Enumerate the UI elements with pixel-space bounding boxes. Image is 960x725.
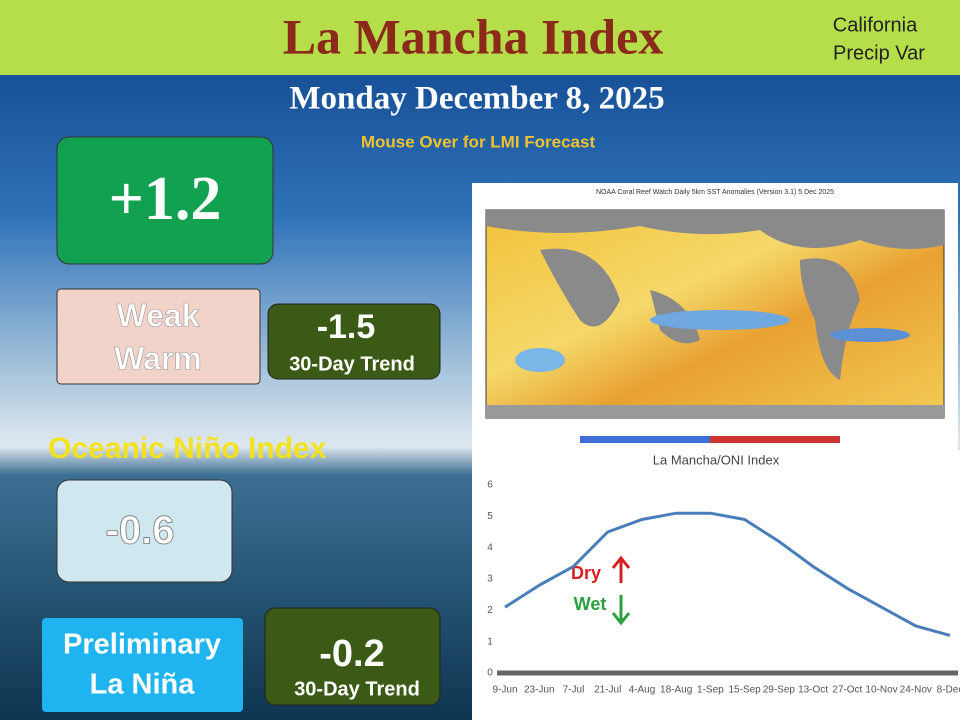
- map-colorbar: [580, 436, 710, 443]
- x-tick-label: 8-Dec: [937, 685, 960, 696]
- dry-arrow: [611, 555, 631, 583]
- y-tick-label: 5: [487, 511, 493, 522]
- x-tick-label: 29-Sep: [763, 685, 796, 696]
- map-title: NOAA Coral Reef Watch Daily 5km SST Anom…: [596, 189, 834, 196]
- corner-label: Precip Var: [833, 42, 925, 64]
- status-box: [42, 618, 243, 712]
- status: La Niña: [90, 669, 196, 701]
- trend-value: -1.5: [317, 308, 376, 346]
- y-tick-label: 2: [487, 605, 493, 616]
- map-anomaly: [650, 310, 790, 330]
- corner-label: California: [833, 14, 918, 36]
- chart-title: La Mancha/ONI Index: [653, 452, 780, 467]
- x-tick-label: 4-Aug: [629, 685, 656, 696]
- x-tick-label: 10-Nov: [865, 685, 897, 696]
- lmi-value: +1.2: [109, 165, 222, 233]
- oni-box: [56, 479, 233, 583]
- category-box: [56, 288, 261, 385]
- trend-label: 30-Day Trend: [289, 353, 415, 375]
- map-land: [800, 258, 860, 380]
- x-tick-label: 23-Jun: [524, 685, 555, 696]
- title: La Mancha Index: [283, 8, 664, 64]
- x-tick-label: 1-Sep: [697, 685, 724, 696]
- x-tick-label: 13-Oct: [798, 685, 828, 696]
- category: Warm: [114, 340, 202, 376]
- y-tick-label: 4: [487, 542, 493, 553]
- y-tick-label: 0: [487, 668, 493, 679]
- trend-value: -0.2: [319, 633, 384, 675]
- oni-heading: Oceanic Niño Index: [48, 432, 327, 465]
- y-tick-label: 3: [487, 574, 493, 585]
- data-line: [504, 511, 951, 637]
- date: Monday December 8, 2025: [289, 81, 664, 117]
- trend-box: [264, 607, 441, 706]
- y-tick-label: 1: [487, 636, 493, 647]
- map-anomaly: [830, 328, 910, 342]
- x-tick-label: 27-Oct: [832, 685, 862, 696]
- x-tick-label: 24-Nov: [900, 685, 932, 696]
- header-bar: [0, 0, 960, 75]
- x-tick-label: 21-Jul: [594, 685, 621, 696]
- status: Preliminary: [63, 629, 221, 661]
- annotation: Wet: [574, 594, 607, 614]
- x-tick-label: 7-Jul: [563, 685, 585, 696]
- sst-map: NOAA Coral Reef Watch Daily 5km SST Anom…: [472, 183, 958, 450]
- map-land: [486, 210, 944, 249]
- wet-arrow: [611, 595, 631, 626]
- x-tick-label: 18-Aug: [660, 685, 692, 696]
- trend-box: [267, 303, 441, 380]
- oni-value: -0.6: [106, 509, 175, 553]
- lmi-box: [56, 136, 274, 265]
- annotation: Dry: [571, 563, 601, 583]
- trend-label: 30-Day Trend: [294, 678, 420, 700]
- x-tick-label: 15-Sep: [728, 685, 761, 696]
- map-land: [540, 248, 620, 327]
- chart-area: [472, 450, 960, 720]
- hover-note[interactable]: Mouse Over for LMI Forecast: [361, 132, 596, 151]
- x-tick-label: 9-Jun: [492, 685, 517, 696]
- map-anomaly: [515, 348, 565, 372]
- map-land: [486, 405, 944, 418]
- category: Weak: [116, 297, 199, 333]
- y-tick-label: 6: [487, 480, 493, 491]
